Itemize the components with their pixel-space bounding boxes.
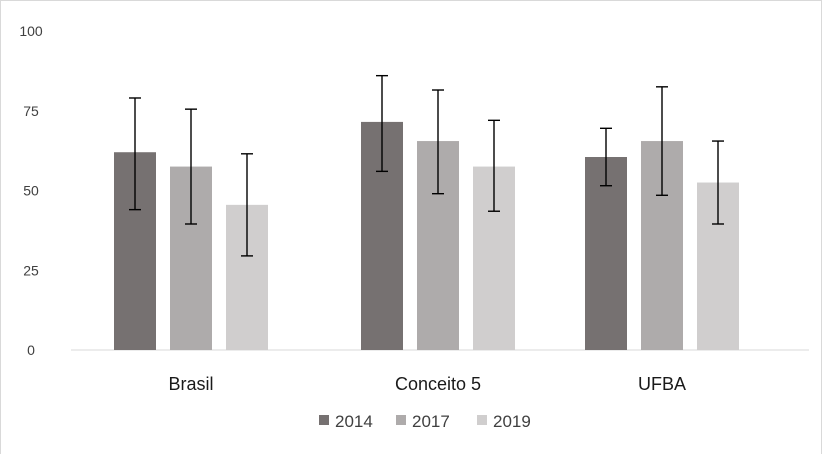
x-axis-ticks: Brasil Conceito 5 UFBA bbox=[168, 374, 686, 394]
x-tick-label: Brasil bbox=[168, 374, 213, 394]
error-bar bbox=[656, 86, 668, 196]
bar-group bbox=[114, 97, 268, 350]
legend-item: 2019 bbox=[477, 412, 531, 431]
error-bar bbox=[432, 89, 444, 195]
bar bbox=[585, 157, 627, 350]
y-tick-label: 25 bbox=[23, 262, 39, 278]
error-bar bbox=[600, 127, 612, 187]
legend-swatch bbox=[319, 415, 329, 425]
legend-label: 2019 bbox=[493, 412, 531, 431]
error-bar bbox=[185, 108, 197, 225]
error-bar bbox=[129, 97, 141, 211]
legend-swatch bbox=[396, 415, 406, 425]
legend-label: 2014 bbox=[335, 412, 373, 431]
error-bar bbox=[488, 119, 500, 212]
y-tick-label: 75 bbox=[23, 103, 39, 119]
legend-item: 2014 bbox=[319, 412, 373, 431]
legend-item: 2017 bbox=[396, 412, 450, 431]
bar-group bbox=[585, 86, 739, 350]
x-tick-label: Conceito 5 bbox=[395, 374, 481, 394]
error-bar bbox=[376, 74, 388, 173]
bar-groups bbox=[114, 74, 739, 350]
legend: 2014 2017 2019 bbox=[319, 412, 531, 431]
error-bar bbox=[241, 153, 253, 257]
y-tick-label: 0 bbox=[27, 342, 35, 358]
y-tick-label: 50 bbox=[23, 183, 39, 199]
y-axis-ticks: 0 25 50 75 100 bbox=[19, 23, 43, 358]
x-tick-label: UFBA bbox=[638, 374, 686, 394]
bar-group bbox=[361, 74, 515, 350]
legend-label: 2017 bbox=[412, 412, 450, 431]
legend-swatch bbox=[477, 415, 487, 425]
y-tick-label: 100 bbox=[19, 23, 43, 39]
error-bar bbox=[712, 140, 724, 225]
